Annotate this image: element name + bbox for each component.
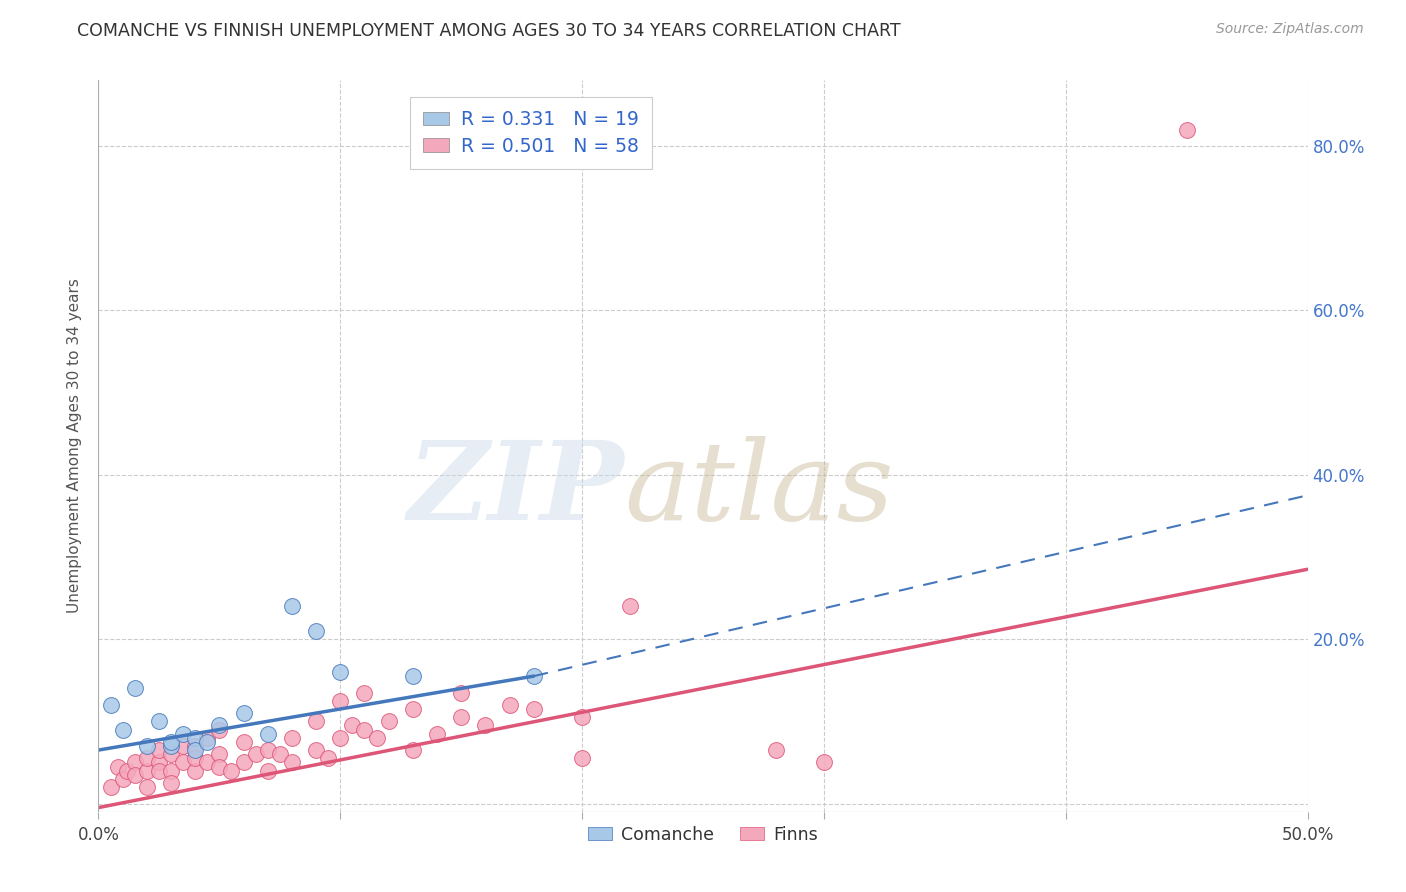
Point xyxy=(1175,122,1198,136)
Point xyxy=(172,739,194,753)
Point xyxy=(305,743,328,757)
Point xyxy=(353,723,375,737)
Point xyxy=(172,726,194,740)
Point xyxy=(523,702,546,716)
Point xyxy=(195,756,218,770)
Point xyxy=(269,747,291,762)
Point xyxy=(148,743,170,757)
Point xyxy=(232,756,254,770)
Point xyxy=(232,706,254,720)
Point xyxy=(135,751,157,765)
Point xyxy=(366,731,388,745)
Point xyxy=(172,756,194,770)
Point xyxy=(245,747,267,762)
Point xyxy=(329,694,352,708)
Text: atlas: atlas xyxy=(624,436,894,543)
Point xyxy=(117,764,139,778)
Point xyxy=(184,751,207,765)
Point xyxy=(208,759,231,773)
Point xyxy=(571,710,593,724)
Point xyxy=(377,714,399,729)
Point xyxy=(135,739,157,753)
Point xyxy=(402,702,425,716)
Text: ZIP: ZIP xyxy=(408,436,624,543)
Point xyxy=(148,714,170,729)
Point xyxy=(256,726,278,740)
Point xyxy=(232,735,254,749)
Point xyxy=(281,599,304,614)
Point xyxy=(160,747,183,762)
Text: COMANCHE VS FINNISH UNEMPLOYMENT AMONG AGES 30 TO 34 YEARS CORRELATION CHART: COMANCHE VS FINNISH UNEMPLOYMENT AMONG A… xyxy=(77,22,901,40)
Y-axis label: Unemployment Among Ages 30 to 34 years: Unemployment Among Ages 30 to 34 years xyxy=(67,278,83,614)
Point xyxy=(195,735,218,749)
Point xyxy=(184,739,207,753)
Point xyxy=(402,669,425,683)
Point xyxy=(256,743,278,757)
Point xyxy=(221,764,243,778)
Point xyxy=(124,768,146,782)
Point xyxy=(100,698,122,712)
Point xyxy=(184,731,207,745)
Point xyxy=(208,747,231,762)
Point xyxy=(281,756,304,770)
Point xyxy=(148,756,170,770)
Point xyxy=(450,685,472,699)
Point xyxy=(124,681,146,696)
Point xyxy=(160,776,183,790)
Point xyxy=(208,718,231,732)
Point xyxy=(135,764,157,778)
Point xyxy=(107,759,129,773)
Point xyxy=(329,665,352,679)
Point xyxy=(426,726,449,740)
Point xyxy=(195,731,218,745)
Point xyxy=(111,723,134,737)
Point xyxy=(184,743,207,757)
Point xyxy=(160,739,183,753)
Point xyxy=(402,743,425,757)
Point xyxy=(281,731,304,745)
Point xyxy=(353,685,375,699)
Point xyxy=(342,718,364,732)
Point xyxy=(148,764,170,778)
Point xyxy=(329,731,352,745)
Point xyxy=(498,698,520,712)
Legend: Comanche, Finns: Comanche, Finns xyxy=(581,819,825,851)
Point xyxy=(316,751,339,765)
Point xyxy=(765,743,787,757)
Point xyxy=(124,756,146,770)
Point xyxy=(160,735,183,749)
Point xyxy=(160,764,183,778)
Text: Source: ZipAtlas.com: Source: ZipAtlas.com xyxy=(1216,22,1364,37)
Point xyxy=(135,780,157,794)
Point xyxy=(100,780,122,794)
Point xyxy=(619,599,641,614)
Point xyxy=(184,764,207,778)
Point xyxy=(305,714,328,729)
Point xyxy=(208,723,231,737)
Point xyxy=(813,756,835,770)
Point xyxy=(474,718,496,732)
Point xyxy=(450,710,472,724)
Point xyxy=(111,772,134,786)
Point xyxy=(256,764,278,778)
Point xyxy=(305,624,328,638)
Point xyxy=(571,751,593,765)
Point xyxy=(523,669,546,683)
